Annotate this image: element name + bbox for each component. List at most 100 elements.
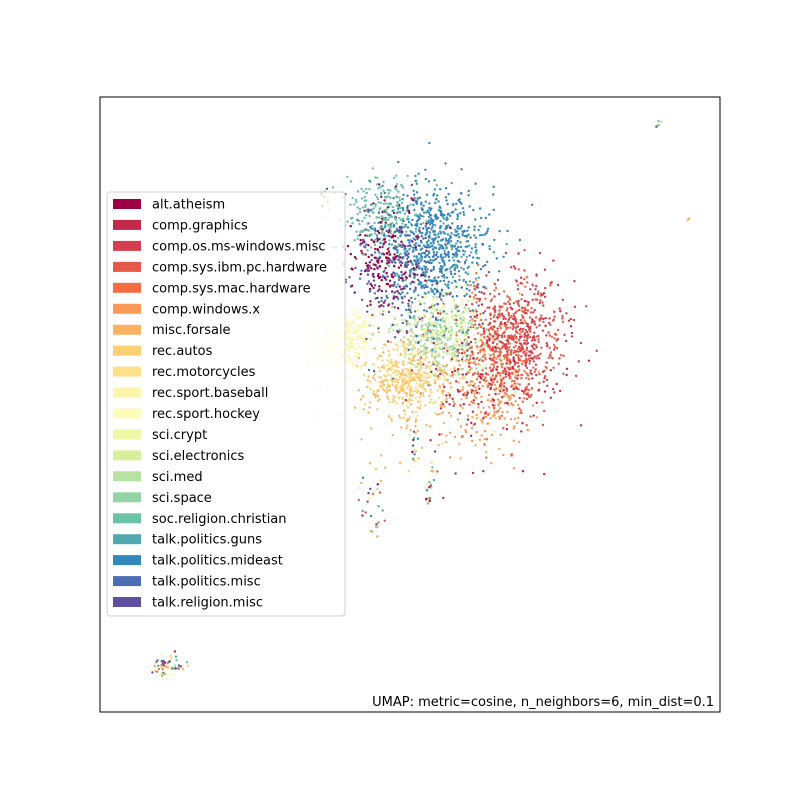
scatter-point	[385, 378, 388, 381]
scatter-point	[367, 323, 370, 326]
scatter-point	[388, 400, 391, 404]
scatter-point	[349, 224, 352, 228]
scatter-point	[402, 243, 405, 246]
scatter-point	[457, 233, 460, 236]
scatter-point	[461, 249, 465, 252]
scatter-point	[391, 209, 394, 212]
scatter-point	[476, 352, 480, 355]
scatter-point	[527, 393, 530, 397]
scatter-point	[512, 358, 515, 361]
scatter-point	[447, 321, 450, 325]
scatter-point	[352, 312, 355, 316]
scatter-point	[470, 439, 474, 443]
scatter-point	[427, 226, 430, 230]
scatter-point	[427, 180, 431, 183]
scatter-point	[525, 275, 529, 279]
scatter-point	[495, 257, 498, 260]
scatter-point	[388, 239, 391, 242]
scatter-point	[451, 222, 454, 225]
scatter-point	[490, 363, 493, 366]
scatter-point	[555, 333, 558, 336]
scatter-point	[439, 239, 443, 242]
scatter-point	[515, 350, 518, 353]
scatter-point	[385, 195, 389, 198]
scatter-point	[410, 329, 413, 332]
scatter-point	[466, 309, 469, 313]
scatter-point	[490, 326, 493, 329]
scatter-point	[376, 274, 380, 278]
scatter-point	[431, 373, 434, 376]
scatter-point	[514, 341, 517, 344]
scatter-point	[418, 384, 422, 388]
scatter-point	[401, 361, 404, 364]
scatter-point	[362, 408, 365, 411]
scatter-point	[368, 188, 371, 191]
scatter-point	[429, 375, 432, 378]
scatter-point	[383, 238, 386, 241]
scatter-point	[394, 230, 398, 233]
scatter-point	[412, 189, 415, 192]
scatter-point	[444, 317, 447, 320]
scatter-point	[519, 336, 522, 340]
scatter-point	[395, 174, 398, 177]
scatter-point	[519, 318, 522, 322]
scatter-point	[529, 330, 532, 333]
scatter-point	[476, 371, 480, 374]
scatter-point	[455, 318, 458, 322]
scatter-point	[515, 353, 518, 357]
scatter-point	[448, 403, 451, 406]
scatter-point	[482, 311, 485, 315]
scatter-point	[452, 259, 456, 262]
scatter-point	[397, 396, 400, 399]
scatter-point	[525, 424, 528, 427]
scatter-point	[427, 339, 430, 342]
scatter-point	[501, 410, 504, 414]
scatter-point	[509, 366, 512, 370]
scatter-point	[445, 226, 449, 229]
scatter-point	[401, 291, 404, 294]
scatter-point	[408, 373, 411, 377]
scatter-point	[408, 416, 411, 419]
scatter-point	[401, 301, 404, 304]
scatter-point	[389, 225, 393, 228]
scatter-point	[482, 417, 485, 420]
scatter-point	[405, 394, 408, 398]
scatter-point	[531, 336, 535, 339]
scatter-point	[395, 204, 399, 207]
scatter-point	[463, 234, 467, 238]
scatter-point	[368, 406, 371, 409]
scatter-point	[407, 311, 410, 314]
scatter-point	[371, 167, 374, 170]
scatter-point	[357, 219, 361, 223]
scatter-point	[363, 269, 367, 273]
scatter-point	[525, 385, 528, 388]
legend-swatch	[113, 282, 141, 293]
scatter-point	[407, 322, 410, 325]
scatter-point	[504, 370, 508, 373]
scatter-point	[379, 275, 382, 279]
scatter-point	[413, 346, 416, 350]
scatter-point	[415, 202, 418, 205]
scatter-point	[436, 342, 440, 345]
scatter-point	[687, 217, 690, 220]
scatter-point	[483, 353, 486, 356]
scatter-point	[381, 313, 384, 316]
scatter-point	[442, 350, 445, 354]
scatter-point	[504, 251, 508, 255]
scatter-point	[400, 318, 404, 321]
scatter-point	[509, 326, 512, 329]
scatter-point	[350, 309, 354, 312]
scatter-point	[391, 305, 394, 308]
scatter-point	[451, 244, 454, 247]
scatter-point	[447, 391, 450, 395]
scatter-point	[425, 227, 428, 230]
scatter-point	[405, 331, 409, 334]
scatter-point	[572, 318, 576, 322]
scatter-point	[356, 212, 359, 216]
scatter-point	[411, 280, 414, 283]
scatter-point	[535, 357, 538, 360]
scatter-point	[413, 276, 416, 279]
scatter-point	[400, 240, 403, 243]
scatter-point	[502, 394, 506, 398]
scatter-point	[383, 191, 386, 195]
